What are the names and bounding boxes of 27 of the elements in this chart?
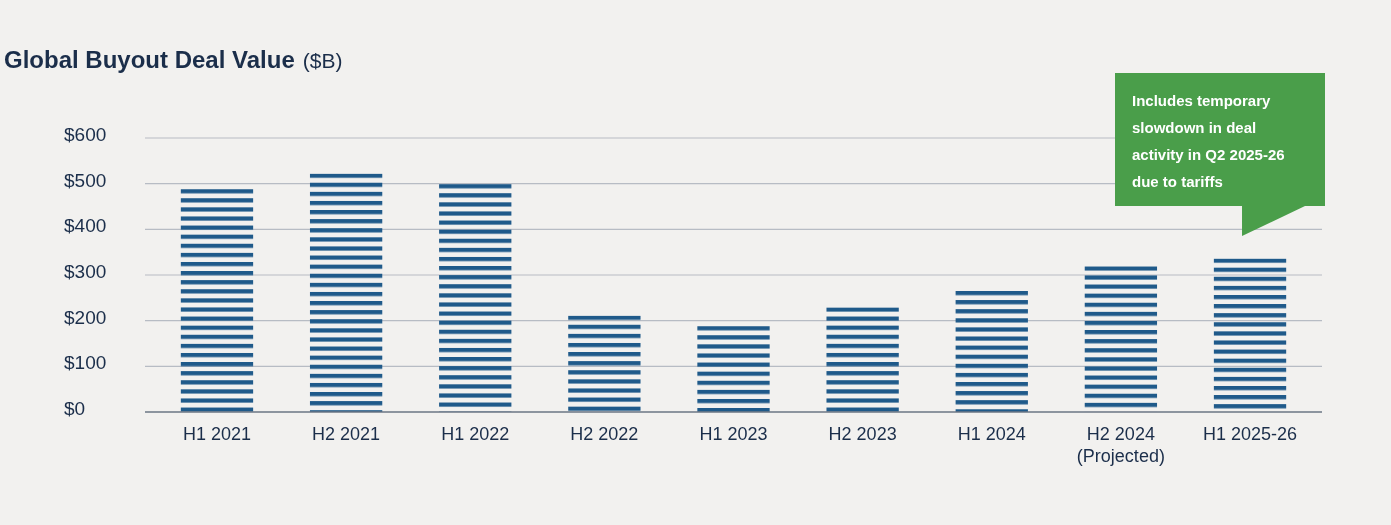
bar — [309, 173, 383, 412]
bar — [568, 315, 641, 412]
annotation: Includes temporary slowdown in deal activity in Q2 2025-26 due to tariffs — [1132, 92, 1285, 190]
y-tick-label: $400 — [64, 215, 107, 237]
y-tick-label: $0 — [64, 398, 86, 420]
x-tick-label: H2 2024 (Projected) — [1076, 424, 1165, 466]
y-tick-label: $600 — [64, 124, 107, 146]
bar — [826, 307, 899, 412]
x-tick-label: H1 2022 — [441, 424, 510, 444]
y-tick-label: $200 — [64, 306, 107, 328]
x-tick-label: H2 2023 — [828, 424, 897, 444]
y-axis-title: ($B) — [302, 49, 343, 72]
y-tick-label: $300 — [64, 261, 107, 283]
bar — [439, 184, 512, 412]
x-tick-label: H1 2023 — [699, 424, 768, 444]
x-tick-label: H2 2021 — [312, 424, 381, 444]
y-tick-label: $100 — [64, 352, 107, 374]
x-tick-label: H1 2025-26 — [1202, 424, 1298, 444]
x-tick-label: H2 2022 — [570, 424, 639, 444]
bar — [1213, 258, 1287, 412]
bar — [955, 290, 1028, 412]
chart-title: Global Buyout Deal Value — [4, 46, 295, 73]
bar — [697, 326, 770, 412]
y-tick-label: $500 — [64, 169, 107, 191]
x-tick-label: H1 2021 — [182, 424, 252, 444]
bar — [180, 189, 254, 412]
x-tick-label: H1 2024 — [957, 424, 1026, 444]
